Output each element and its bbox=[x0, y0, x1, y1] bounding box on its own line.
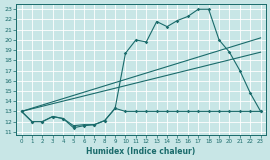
X-axis label: Humidex (Indice chaleur): Humidex (Indice chaleur) bbox=[86, 147, 196, 156]
